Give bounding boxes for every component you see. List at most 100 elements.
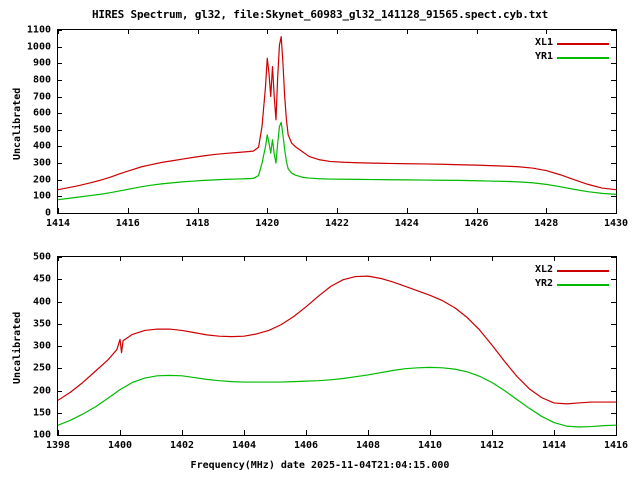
- y-tick-label: 0: [44, 207, 51, 219]
- y-tick-mark: [611, 63, 616, 65]
- y-tick-mark: [611, 435, 616, 436]
- x-tick-mark: [182, 430, 183, 435]
- legend-color-swatch: [557, 57, 609, 59]
- x-tick-mark: [337, 208, 338, 213]
- x-tick-mark: [616, 208, 617, 213]
- y-tick-mark: [57, 435, 62, 436]
- page-title: HIRES Spectrum, gl32, file:Skynet_60983_…: [91, 8, 548, 21]
- x-axis-label: Frequency(MHz) date 2025-11-04T21:04:15.…: [190, 460, 450, 471]
- bottom-plot-legend: XL2 YR2: [487, 264, 611, 292]
- y-tick-mark: [57, 46, 62, 48]
- y-tick-mark: [611, 146, 616, 148]
- legend-label: YR1: [534, 51, 553, 62]
- x-tick-mark: [197, 29, 199, 34]
- top-plot-legend: XL1 YR1: [487, 37, 611, 65]
- y-tick-mark: [57, 213, 62, 214]
- x-tick-mark: [197, 208, 199, 213]
- y-tick-mark: [611, 346, 616, 347]
- legend-entry-yr1: YR1: [487, 51, 611, 65]
- y-tick-mark: [57, 279, 62, 281]
- y-tick-mark: [611, 46, 616, 48]
- x-tick-label: 1418: [185, 218, 210, 229]
- y-tick-mark: [611, 257, 616, 258]
- y-tick-mark: [611, 213, 616, 214]
- y-tick-mark: [611, 96, 616, 98]
- x-tick-mark: [492, 256, 493, 261]
- x-tick-label: 1416: [603, 440, 629, 451]
- legend-label: YR2: [534, 278, 553, 289]
- y-tick-label: 500: [32, 124, 51, 136]
- x-tick-label: 1420: [255, 218, 280, 229]
- x-tick-mark: [127, 208, 129, 213]
- y-tick-mark: [57, 196, 62, 198]
- y-tick-mark: [57, 79, 62, 81]
- x-tick-mark: [244, 256, 245, 261]
- y-tick-label: 400: [32, 296, 51, 307]
- top-plot-frame: [57, 29, 617, 214]
- x-tick-mark: [58, 256, 59, 261]
- x-tick-mark: [368, 256, 369, 261]
- x-tick-label: 1398: [45, 440, 71, 451]
- x-tick-label: 1430: [603, 218, 629, 229]
- y-tick-mark: [611, 30, 616, 31]
- x-tick-mark: [120, 430, 121, 435]
- x-tick-mark: [616, 430, 617, 435]
- y-tick-label: 200: [32, 174, 51, 186]
- x-tick-label: 1400: [107, 440, 133, 451]
- y-tick-mark: [57, 163, 62, 165]
- y-tick-label: 200: [32, 385, 51, 396]
- y-tick-label: 300: [32, 340, 51, 352]
- y-tick-mark: [57, 412, 62, 414]
- y-tick-label: 100: [32, 190, 51, 202]
- x-tick-mark: [244, 430, 245, 435]
- x-tick-label: 1412: [479, 440, 505, 451]
- y-tick-mark: [57, 390, 62, 392]
- x-tick-label: 1428: [534, 218, 559, 229]
- series-line-xl1: [58, 36, 617, 191]
- y-tick-mark: [57, 129, 62, 131]
- legend-label: XL1: [534, 37, 553, 48]
- y-tick-label: 500: [32, 251, 51, 263]
- series-line-xl2: [58, 275, 617, 405]
- x-tick-mark: [337, 29, 338, 34]
- x-tick-mark: [406, 29, 408, 34]
- y-tick-mark: [57, 30, 62, 31]
- x-tick-mark: [182, 256, 183, 261]
- top-plot-canvas: [58, 36, 617, 201]
- x-tick-mark: [267, 208, 269, 213]
- x-tick-label: 1424: [394, 218, 419, 229]
- x-tick-mark: [546, 29, 548, 34]
- y-tick-label: 800: [32, 74, 51, 86]
- y-tick-label: 900: [32, 57, 51, 69]
- y-tick-label: 100: [32, 429, 51, 441]
- bottom-y-axis-label: Uncalibrated: [12, 311, 23, 384]
- x-tick-mark: [616, 256, 617, 261]
- legend-color-swatch: [557, 270, 609, 272]
- x-tick-mark: [58, 208, 59, 213]
- x-tick-mark: [546, 208, 548, 213]
- x-tick-label: 1426: [464, 218, 489, 229]
- y-tick-label: 450: [32, 273, 51, 285]
- y-tick-mark: [611, 129, 616, 131]
- series-line-yr2: [58, 366, 617, 428]
- y-tick-mark: [57, 346, 62, 347]
- x-tick-label: 1410: [417, 440, 443, 451]
- legend-label: XL2: [534, 264, 553, 275]
- x-tick-label: 1408: [355, 440, 381, 451]
- y-tick-mark: [611, 113, 616, 115]
- y-tick-mark: [57, 113, 62, 115]
- y-tick-label: 1100: [26, 24, 51, 36]
- x-tick-label: 1416: [115, 218, 140, 229]
- y-tick-mark: [611, 163, 616, 165]
- x-tick-mark: [430, 256, 431, 261]
- x-tick-label: 1414: [45, 218, 71, 229]
- x-tick-mark: [58, 430, 59, 435]
- y-tick-label: 300: [32, 157, 51, 169]
- y-tick-mark: [611, 279, 616, 281]
- y-tick-mark: [611, 196, 616, 198]
- x-tick-mark: [120, 256, 121, 261]
- y-tick-mark: [57, 146, 62, 148]
- x-tick-mark: [554, 256, 555, 261]
- x-tick-mark: [58, 29, 59, 34]
